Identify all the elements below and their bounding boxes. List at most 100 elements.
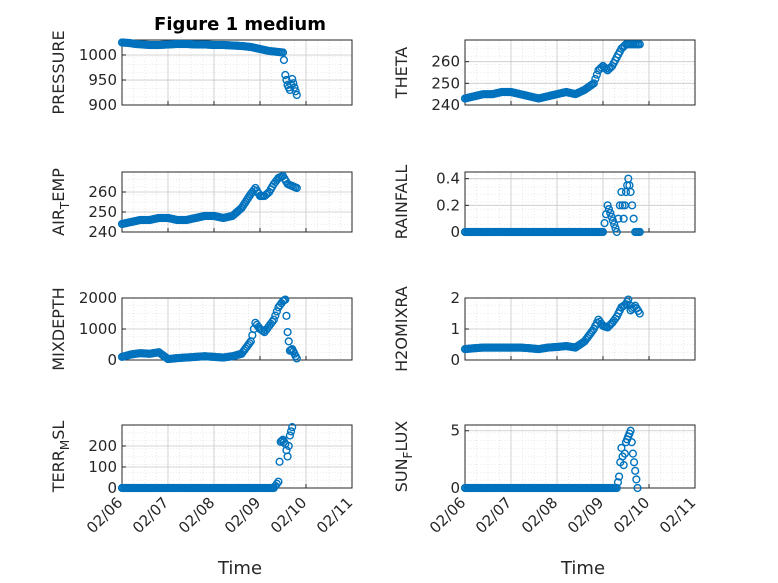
x-tick-label: 02/10 <box>267 494 310 537</box>
y-tick-label: 2000 <box>79 289 117 307</box>
axes-box <box>121 39 353 106</box>
x-tick-label: 02/06 <box>426 494 469 537</box>
data-point <box>272 479 281 488</box>
data-point <box>619 460 628 470</box>
data-point <box>628 201 637 210</box>
data-point <box>614 472 624 481</box>
data-point <box>608 216 617 225</box>
axes-box <box>121 171 353 233</box>
y-tick-label: 260 <box>431 53 460 71</box>
y-axis-label: H2OMIXRA <box>392 286 411 372</box>
x-axis-label-left: Time <box>217 558 262 579</box>
y-tick-label: 5 <box>450 422 460 440</box>
data-point <box>629 214 638 223</box>
data-point <box>272 307 281 316</box>
data-point <box>281 295 290 304</box>
data-point <box>292 90 301 100</box>
y-tick-label: 260 <box>88 183 117 201</box>
data-point <box>618 201 627 210</box>
data-point <box>629 458 639 467</box>
data-point <box>624 295 633 304</box>
data-point <box>635 40 644 49</box>
data-point <box>628 449 638 458</box>
y-axis-label: PRESSURE <box>49 30 68 114</box>
x-tick-label: 02/06 <box>83 494 126 537</box>
data-point <box>631 466 640 475</box>
data-point <box>290 83 299 92</box>
data-point <box>283 328 292 337</box>
data-point <box>276 437 285 446</box>
y-tick-label: 0 <box>450 223 460 241</box>
data-point <box>274 477 283 486</box>
x-tick-label: 02/07 <box>472 494 515 537</box>
y-tick-label: 950 <box>88 71 117 89</box>
data-point <box>269 315 278 324</box>
y-tick-label: 2 <box>450 289 460 307</box>
data-point <box>275 457 284 466</box>
data-point <box>606 208 615 218</box>
x-tick-label: 02/08 <box>175 494 218 537</box>
data-point <box>612 483 621 493</box>
y-tick-label: 250 <box>431 74 460 92</box>
data-point <box>245 339 254 348</box>
axes-box <box>464 39 696 106</box>
y-axis-label: THETA <box>392 47 411 99</box>
data-point <box>292 354 301 363</box>
y-tick-label: 1000 <box>79 46 117 64</box>
data-point <box>288 423 297 432</box>
y-axis-label: SUNFLUX <box>392 421 415 493</box>
x-tick-label: 02/09 <box>564 494 607 537</box>
data-point <box>604 205 614 214</box>
data-point <box>626 426 635 435</box>
data-point <box>271 311 280 320</box>
data-point <box>619 214 628 223</box>
y-tick-label: 0 <box>107 479 117 497</box>
data-point <box>600 219 609 228</box>
data-point <box>279 55 289 65</box>
data-point <box>620 449 629 458</box>
y-tick-label: 200 <box>88 437 117 455</box>
subplot-mixdepth: 0 1000 2000 MIXDEPTH <box>49 287 353 371</box>
data-point <box>268 317 277 326</box>
x-axis-label-right: Time <box>560 558 605 579</box>
data-point <box>632 475 641 484</box>
data-point <box>635 309 644 318</box>
data-point <box>612 227 621 237</box>
y-axis-label: RAINFALL <box>392 165 411 240</box>
data-point <box>288 74 297 84</box>
data-point <box>282 311 291 320</box>
subplot-h2omixra: 0 1 2 H2OMIXRA <box>392 286 696 372</box>
data-point <box>591 74 600 84</box>
data-point <box>614 214 623 223</box>
subplot-pressure: 900 950 1000 PRESSURE <box>49 30 353 115</box>
data-point <box>611 224 620 233</box>
y-tick-label: 250 <box>88 203 117 221</box>
x-tick-label: 02/09 <box>221 494 264 537</box>
data-point <box>633 483 642 493</box>
data-point <box>615 201 624 210</box>
data-point <box>617 443 626 453</box>
x-tick-label: 02/11 <box>656 494 699 537</box>
subplot-air_temp: 240 250 260 AIRTEMP <box>49 168 353 241</box>
y-tick-label: 0 <box>107 351 117 369</box>
data-point <box>284 337 293 346</box>
y-tick-label: 100 <box>88 458 117 476</box>
subplot-rainfall: 0 0.2 0.4 RAINFALL <box>392 165 696 241</box>
x-tick-label: 02/11 <box>313 494 356 537</box>
x-tick-label: 02/10 <box>610 494 653 537</box>
data-point <box>278 48 288 57</box>
data-point <box>289 79 298 88</box>
data-point <box>285 85 295 95</box>
data-point <box>627 438 636 447</box>
data-point <box>598 227 608 237</box>
data-point <box>292 183 301 193</box>
data-point <box>610 220 619 229</box>
y-tick-label: 240 <box>431 96 460 114</box>
data-point <box>283 452 292 461</box>
y-tick-label: 900 <box>88 96 117 114</box>
y-axis-label: MIXDEPTH <box>49 287 68 370</box>
y-tick-label: 1000 <box>79 320 117 338</box>
data-point <box>284 441 293 451</box>
